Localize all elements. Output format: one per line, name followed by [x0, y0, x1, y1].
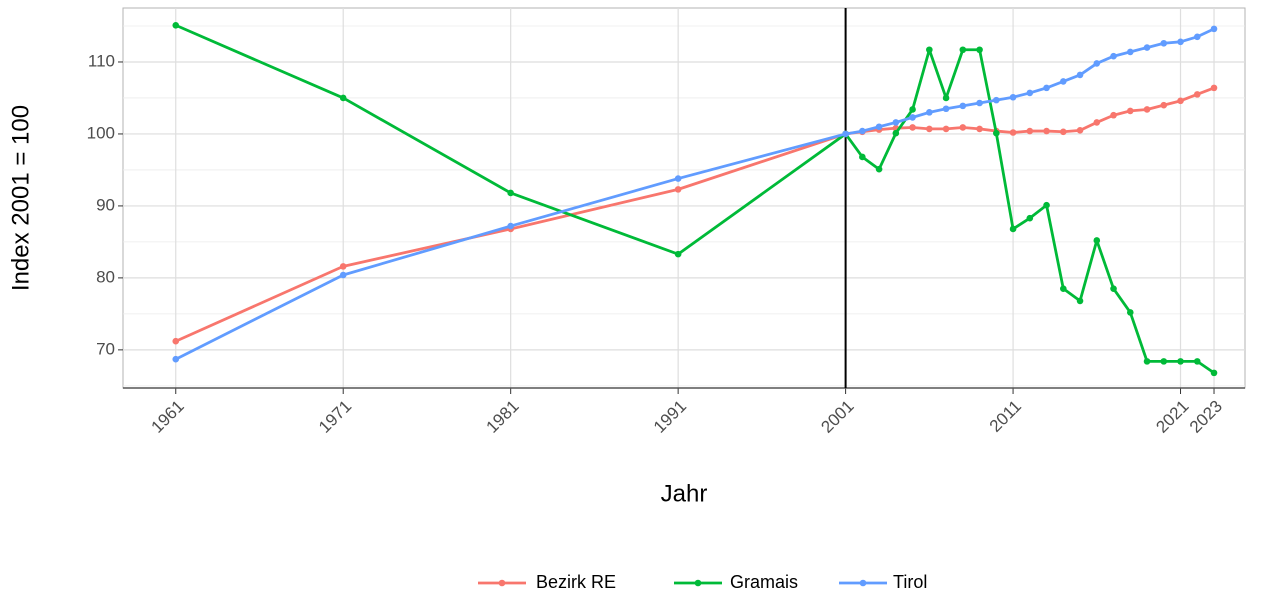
data-point	[859, 127, 866, 135]
data-point	[892, 129, 900, 137]
data-point	[1026, 89, 1034, 97]
data-point	[875, 165, 883, 173]
x-tick-label: 2021	[1152, 397, 1192, 437]
data-point	[942, 125, 950, 133]
data-point	[1160, 101, 1168, 109]
legend-swatch-point	[694, 579, 702, 587]
data-point	[959, 102, 967, 110]
data-point	[172, 355, 180, 363]
y-tick-label: 90	[96, 195, 115, 214]
data-point	[1193, 358, 1201, 365]
x-tick-label: 1971	[315, 397, 355, 437]
data-point	[1193, 33, 1201, 41]
data-point	[993, 96, 1000, 104]
data-point	[842, 130, 849, 138]
data-point	[926, 125, 933, 133]
x-axis-title: Jahr	[661, 480, 708, 507]
data-point	[926, 109, 933, 116]
data-point	[1110, 52, 1117, 60]
legend-label: Tirol	[893, 572, 927, 592]
data-point	[1210, 84, 1218, 92]
data-point	[1060, 285, 1067, 292]
data-point	[1210, 369, 1218, 377]
data-point	[507, 189, 514, 197]
data-point	[1026, 214, 1034, 222]
data-point	[909, 106, 916, 113]
x-tick-label: 2011	[986, 397, 1025, 436]
data-point	[1009, 225, 1017, 233]
data-point	[1143, 106, 1151, 113]
data-point	[1193, 91, 1201, 98]
data-point	[959, 46, 967, 54]
data-point	[1060, 128, 1067, 136]
data-point	[1043, 127, 1050, 135]
data-point	[926, 46, 933, 54]
plot-panel	[122, 7, 1246, 389]
y-tick-label: 100	[87, 123, 115, 142]
data-point	[1076, 127, 1084, 134]
y-tick-label: 70	[96, 339, 115, 358]
data-point	[1060, 78, 1067, 85]
data-point	[1210, 25, 1218, 33]
data-point	[859, 153, 866, 161]
x-tick-label: 1991	[650, 397, 690, 437]
data-point	[1076, 297, 1084, 305]
data-point	[1009, 129, 1017, 136]
data-point	[1160, 39, 1168, 47]
data-point	[172, 21, 180, 29]
data-point	[172, 337, 180, 345]
data-point	[1093, 237, 1101, 244]
data-point	[1126, 107, 1134, 115]
data-point	[1177, 358, 1184, 365]
data-point	[507, 222, 514, 230]
data-point	[339, 94, 347, 102]
data-point	[339, 271, 347, 279]
data-point	[1093, 119, 1101, 126]
data-point	[976, 99, 983, 107]
y-axis-title: Index 2001 = 100	[7, 105, 34, 291]
data-point	[1143, 358, 1151, 365]
data-point	[976, 46, 983, 54]
y-tick-label: 110	[88, 51, 115, 70]
data-point	[1009, 93, 1017, 101]
data-point	[674, 186, 682, 193]
data-point	[1177, 97, 1184, 105]
data-point	[875, 123, 883, 131]
data-point	[1110, 285, 1117, 292]
legend-label: Gramais	[730, 572, 798, 592]
x-tick-label: 1961	[148, 397, 188, 437]
data-point	[909, 124, 916, 131]
data-point	[1160, 358, 1168, 365]
data-point	[1093, 60, 1101, 67]
data-point	[959, 124, 967, 131]
data-point	[674, 175, 682, 182]
y-tick-label: 80	[96, 267, 115, 286]
x-tick-label: 1981	[482, 397, 522, 437]
x-tick-label: 2001	[817, 397, 857, 437]
data-point	[976, 125, 983, 133]
data-point	[1076, 71, 1084, 79]
data-point	[1177, 38, 1184, 46]
data-point	[1110, 111, 1117, 119]
data-point	[1043, 201, 1050, 209]
x-tick-label: 2023	[1186, 397, 1226, 437]
data-point	[892, 119, 900, 126]
legend-label: Bezirk RE	[536, 572, 616, 592]
data-point	[1126, 48, 1134, 56]
data-point	[1143, 44, 1151, 51]
legend-swatch-point	[859, 579, 867, 587]
data-point	[909, 114, 916, 121]
data-point	[942, 105, 950, 113]
data-point	[942, 94, 950, 102]
data-point	[1026, 127, 1034, 135]
data-point	[993, 129, 1000, 137]
data-point	[674, 250, 682, 258]
data-point	[1043, 84, 1050, 92]
legend-swatch-point	[498, 579, 506, 587]
data-point	[1126, 309, 1134, 316]
data-point	[339, 263, 347, 270]
